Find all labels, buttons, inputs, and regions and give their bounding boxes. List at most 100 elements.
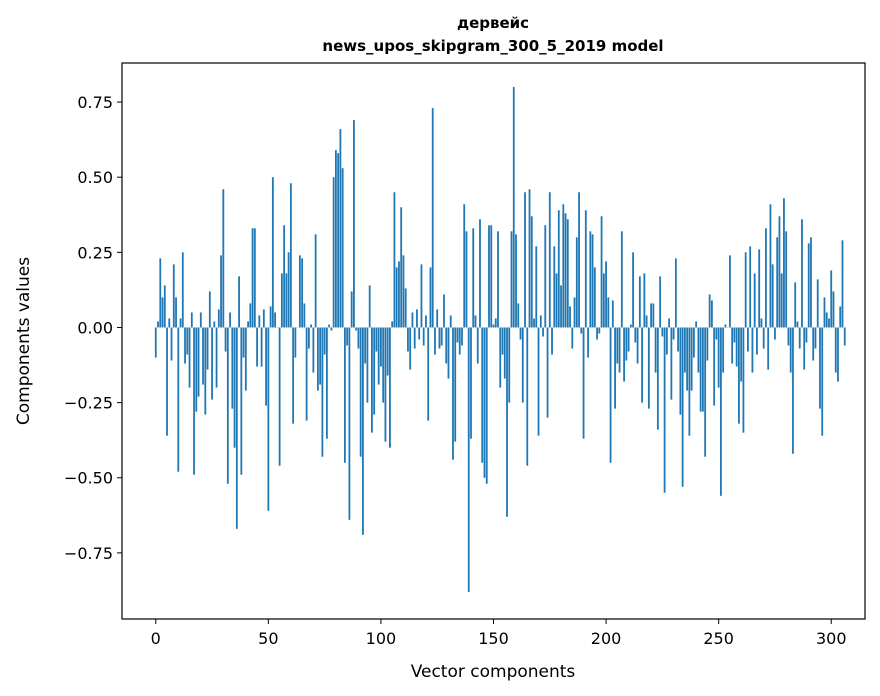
bar [303, 303, 306, 328]
bar [204, 327, 207, 415]
bar [301, 258, 304, 328]
bar [262, 309, 265, 328]
bar [738, 327, 740, 424]
bar [494, 318, 497, 328]
bar [539, 315, 542, 328]
x-tick-label: 0 [151, 629, 161, 648]
bar [240, 327, 243, 475]
bar [292, 327, 295, 424]
bar [548, 192, 551, 328]
bar [699, 327, 702, 412]
bar [226, 327, 229, 484]
bar [420, 264, 423, 328]
bar [823, 297, 826, 328]
bar [413, 327, 416, 349]
bar [274, 312, 276, 328]
bar [762, 327, 765, 349]
bar [175, 297, 177, 328]
bar [512, 87, 515, 328]
bar [298, 255, 301, 328]
bar [697, 327, 700, 373]
bar [202, 327, 204, 385]
bar [483, 327, 486, 478]
bar [366, 327, 369, 403]
bar [839, 306, 842, 328]
bar [544, 225, 547, 328]
bar [785, 231, 788, 328]
bar [163, 285, 166, 328]
bar [278, 327, 281, 466]
bar [213, 321, 216, 328]
chart-title-line-1: дервейс [457, 14, 529, 32]
bar [683, 327, 686, 373]
x-tick-label: 50 [258, 629, 278, 648]
bar [816, 279, 819, 328]
bar [253, 228, 256, 328]
bar [695, 321, 698, 328]
bar [611, 300, 614, 328]
bar [810, 237, 812, 328]
bar [711, 300, 713, 328]
bar [663, 327, 666, 493]
bar [569, 306, 571, 328]
bar [751, 327, 754, 373]
bar [841, 240, 844, 328]
bar [533, 318, 535, 328]
bar [796, 321, 799, 328]
bar [359, 327, 362, 457]
bar [499, 327, 502, 388]
bar [463, 204, 466, 328]
bar [429, 267, 432, 328]
bar [157, 321, 159, 328]
bar [742, 327, 745, 433]
bar [801, 219, 803, 328]
bar [618, 327, 621, 373]
y-tick-label: −0.25 [64, 394, 113, 413]
bar [208, 291, 211, 328]
y-tick-label: −0.50 [64, 469, 113, 488]
bar [235, 327, 238, 529]
bar [472, 228, 475, 328]
bar [497, 231, 499, 328]
y-tick-label: −0.75 [64, 544, 113, 563]
bar [339, 129, 342, 328]
bar [535, 246, 538, 328]
bar [307, 327, 310, 349]
bar [609, 327, 612, 463]
x-tick-label: 200 [591, 629, 622, 648]
bar [256, 327, 258, 367]
bar [217, 309, 220, 328]
bar [821, 327, 824, 436]
bar [780, 273, 783, 328]
bar [659, 276, 662, 328]
bar [560, 285, 562, 328]
bar [346, 327, 349, 346]
bar [377, 327, 380, 385]
bar [172, 264, 175, 328]
bar [233, 327, 236, 448]
bar [470, 327, 472, 439]
bar [665, 327, 668, 355]
bar [382, 327, 385, 403]
bar [623, 327, 625, 382]
x-axis: 0 50 100 150 200 250 300 [151, 619, 847, 648]
bar [832, 291, 835, 328]
bar [729, 255, 731, 328]
bar [321, 327, 324, 457]
bar [154, 327, 157, 358]
bar [778, 216, 781, 328]
bar [319, 327, 322, 385]
bar [490, 225, 493, 328]
bar [647, 327, 650, 409]
bar [427, 327, 430, 421]
bar [409, 327, 412, 370]
bar [375, 327, 378, 352]
bar [310, 324, 313, 328]
bar [542, 327, 544, 337]
bar [587, 327, 589, 358]
bar [312, 327, 315, 373]
bar [305, 327, 308, 421]
bar [364, 327, 367, 364]
bar [438, 327, 441, 349]
bar [348, 327, 351, 520]
